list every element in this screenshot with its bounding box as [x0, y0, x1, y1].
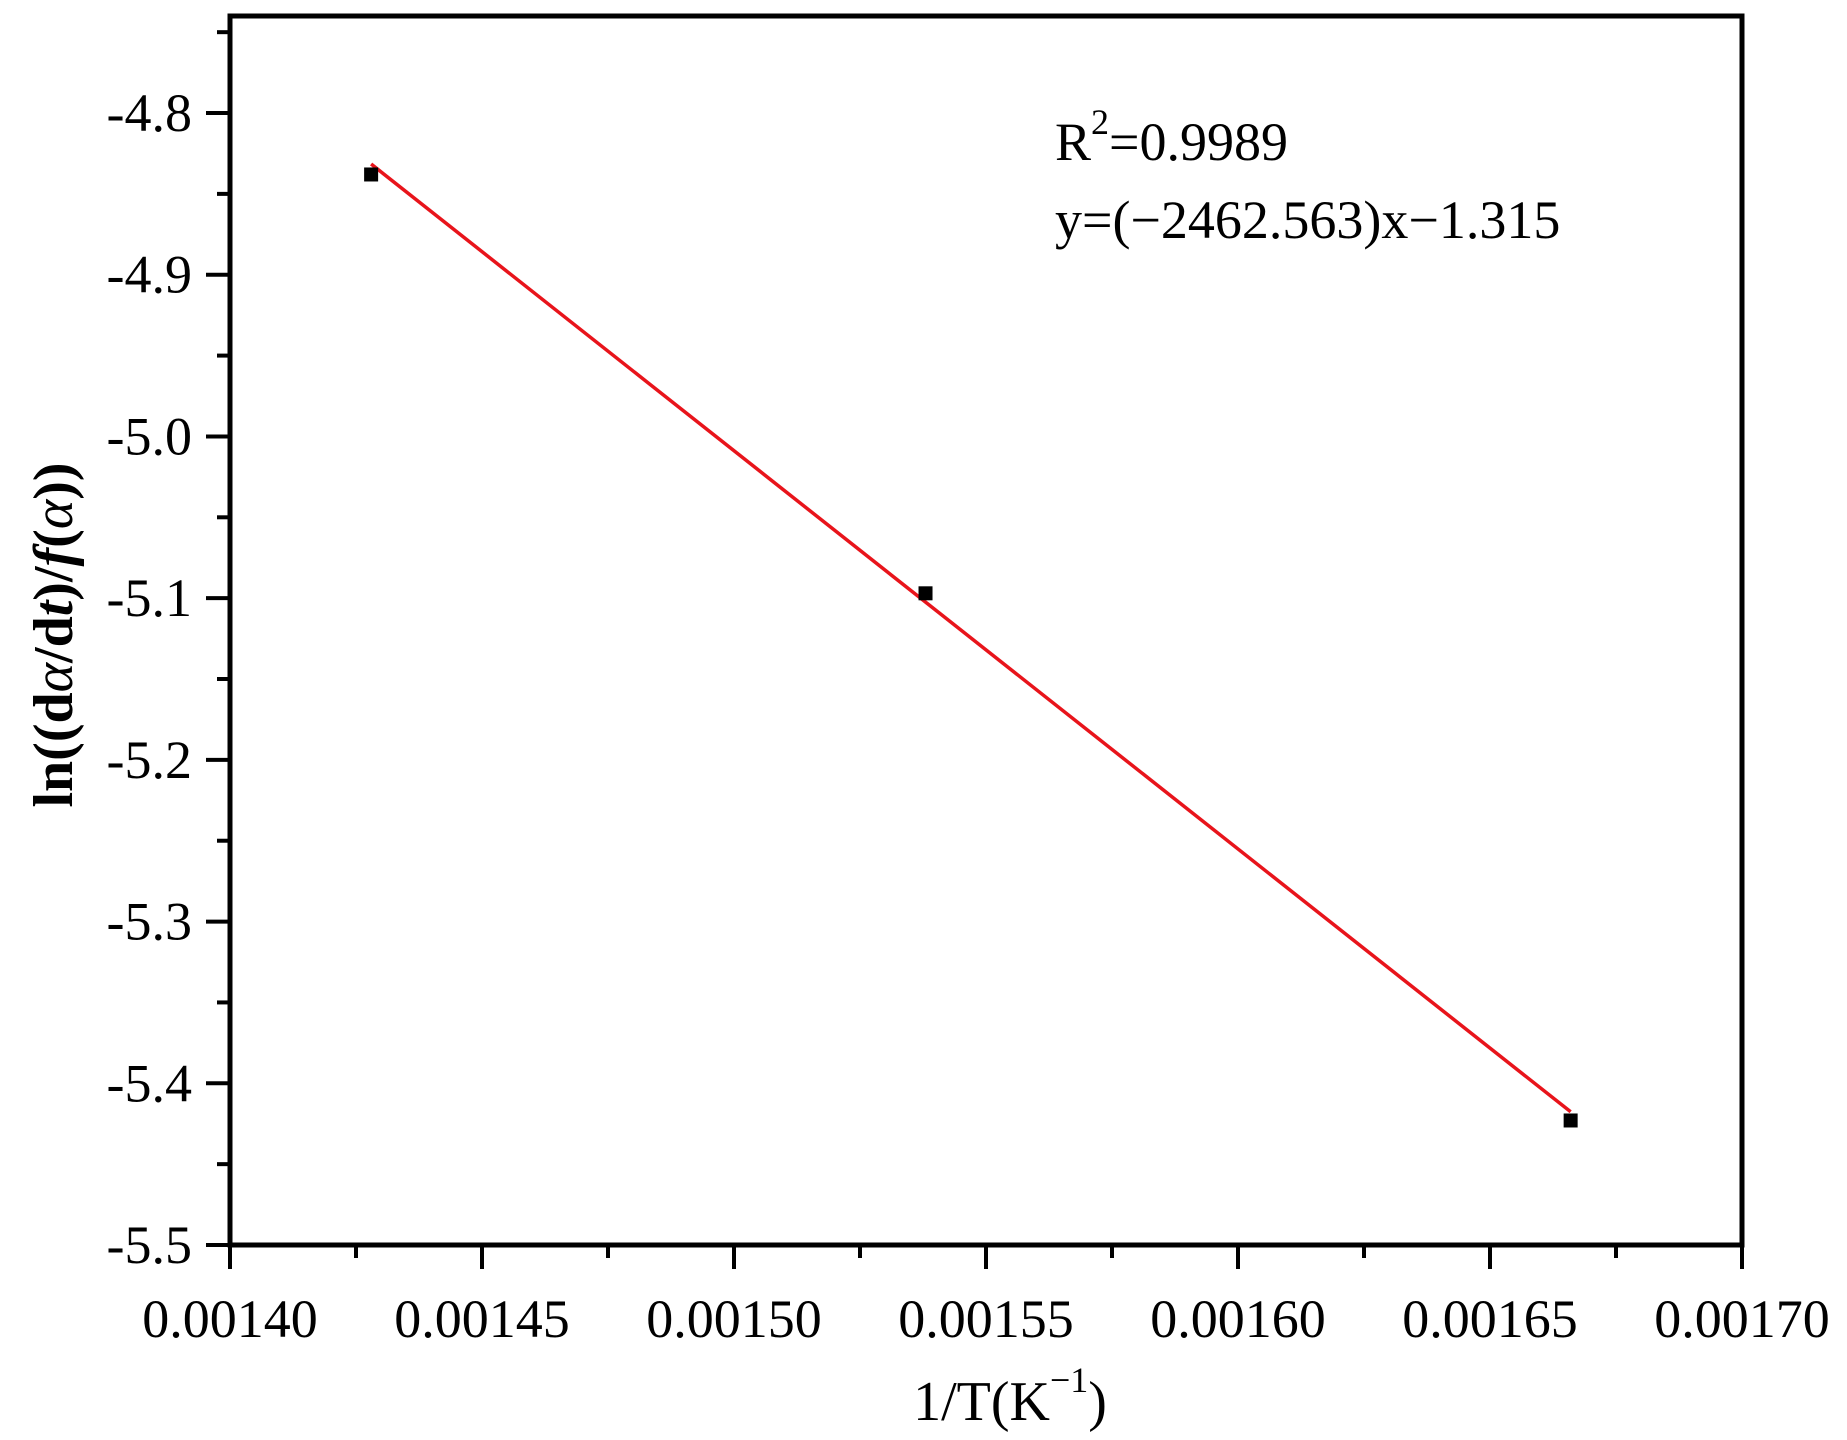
- y-tick-label: -5.0: [107, 406, 192, 466]
- y-title-close: )): [23, 462, 85, 499]
- plot-frame: [227, 13, 1745, 1248]
- data-point: [1563, 1113, 1578, 1128]
- r2-superscript: 2: [1091, 102, 1109, 142]
- x-axis-title-close: ): [1088, 1371, 1107, 1433]
- x-tick-label: 0.00165: [1402, 1289, 1578, 1349]
- data-series: [364, 162, 1578, 1128]
- r2-annotation: R2=0.9989: [1055, 102, 1288, 172]
- tick-labels: 0.00140 0.00145 0.00150 0.00155 0.00160 0.001…: [107, 83, 1830, 1349]
- x-tick-label: 0.00145: [394, 1289, 570, 1349]
- y-tick-label: -4.9: [107, 245, 192, 305]
- fit-line: [370, 162, 1572, 1114]
- x-tick-label: 0.00170: [1654, 1289, 1830, 1349]
- x-axis-title-sup: −1: [1050, 1360, 1088, 1400]
- x-tick-label: 0.00150: [646, 1289, 822, 1349]
- y-title-mid: /d: [23, 616, 85, 664]
- y-title-prefix: ln((d: [23, 692, 85, 807]
- y-title-alpha1: α: [23, 661, 85, 692]
- x-axis-title-main: 1/T(K: [913, 1371, 1050, 1433]
- y-tick-label: -5.5: [107, 1215, 192, 1275]
- y-tick-label: -5.4: [107, 1053, 192, 1113]
- x-tick-label: 0.00140: [142, 1289, 318, 1349]
- x-tick-label: 0.00155: [898, 1289, 1074, 1349]
- x-tick-label: 0.00160: [1150, 1289, 1326, 1349]
- y-title-alpha2: α: [23, 498, 85, 529]
- r2-prefix: R: [1055, 112, 1091, 172]
- fit-equation: y=(−2462.563)x−1.315: [1055, 190, 1560, 250]
- y-tick-label: -5.1: [107, 568, 192, 628]
- r2-value: =0.9989: [1109, 112, 1288, 172]
- y-title-t: t: [23, 599, 85, 616]
- y-tick-label: -5.2: [107, 730, 192, 790]
- y-title-open: (: [23, 529, 85, 548]
- x-axis-title: 1/T(K−1): [913, 1360, 1107, 1433]
- data-point: [918, 586, 933, 601]
- data-point: [364, 167, 379, 182]
- y-tick-label: -5.3: [107, 892, 192, 952]
- y-axis-title: ln((dα/dt)/f(α)): [23, 462, 85, 807]
- y-title-mid2: )/: [23, 565, 85, 601]
- y-tick-label: -4.8: [107, 83, 192, 143]
